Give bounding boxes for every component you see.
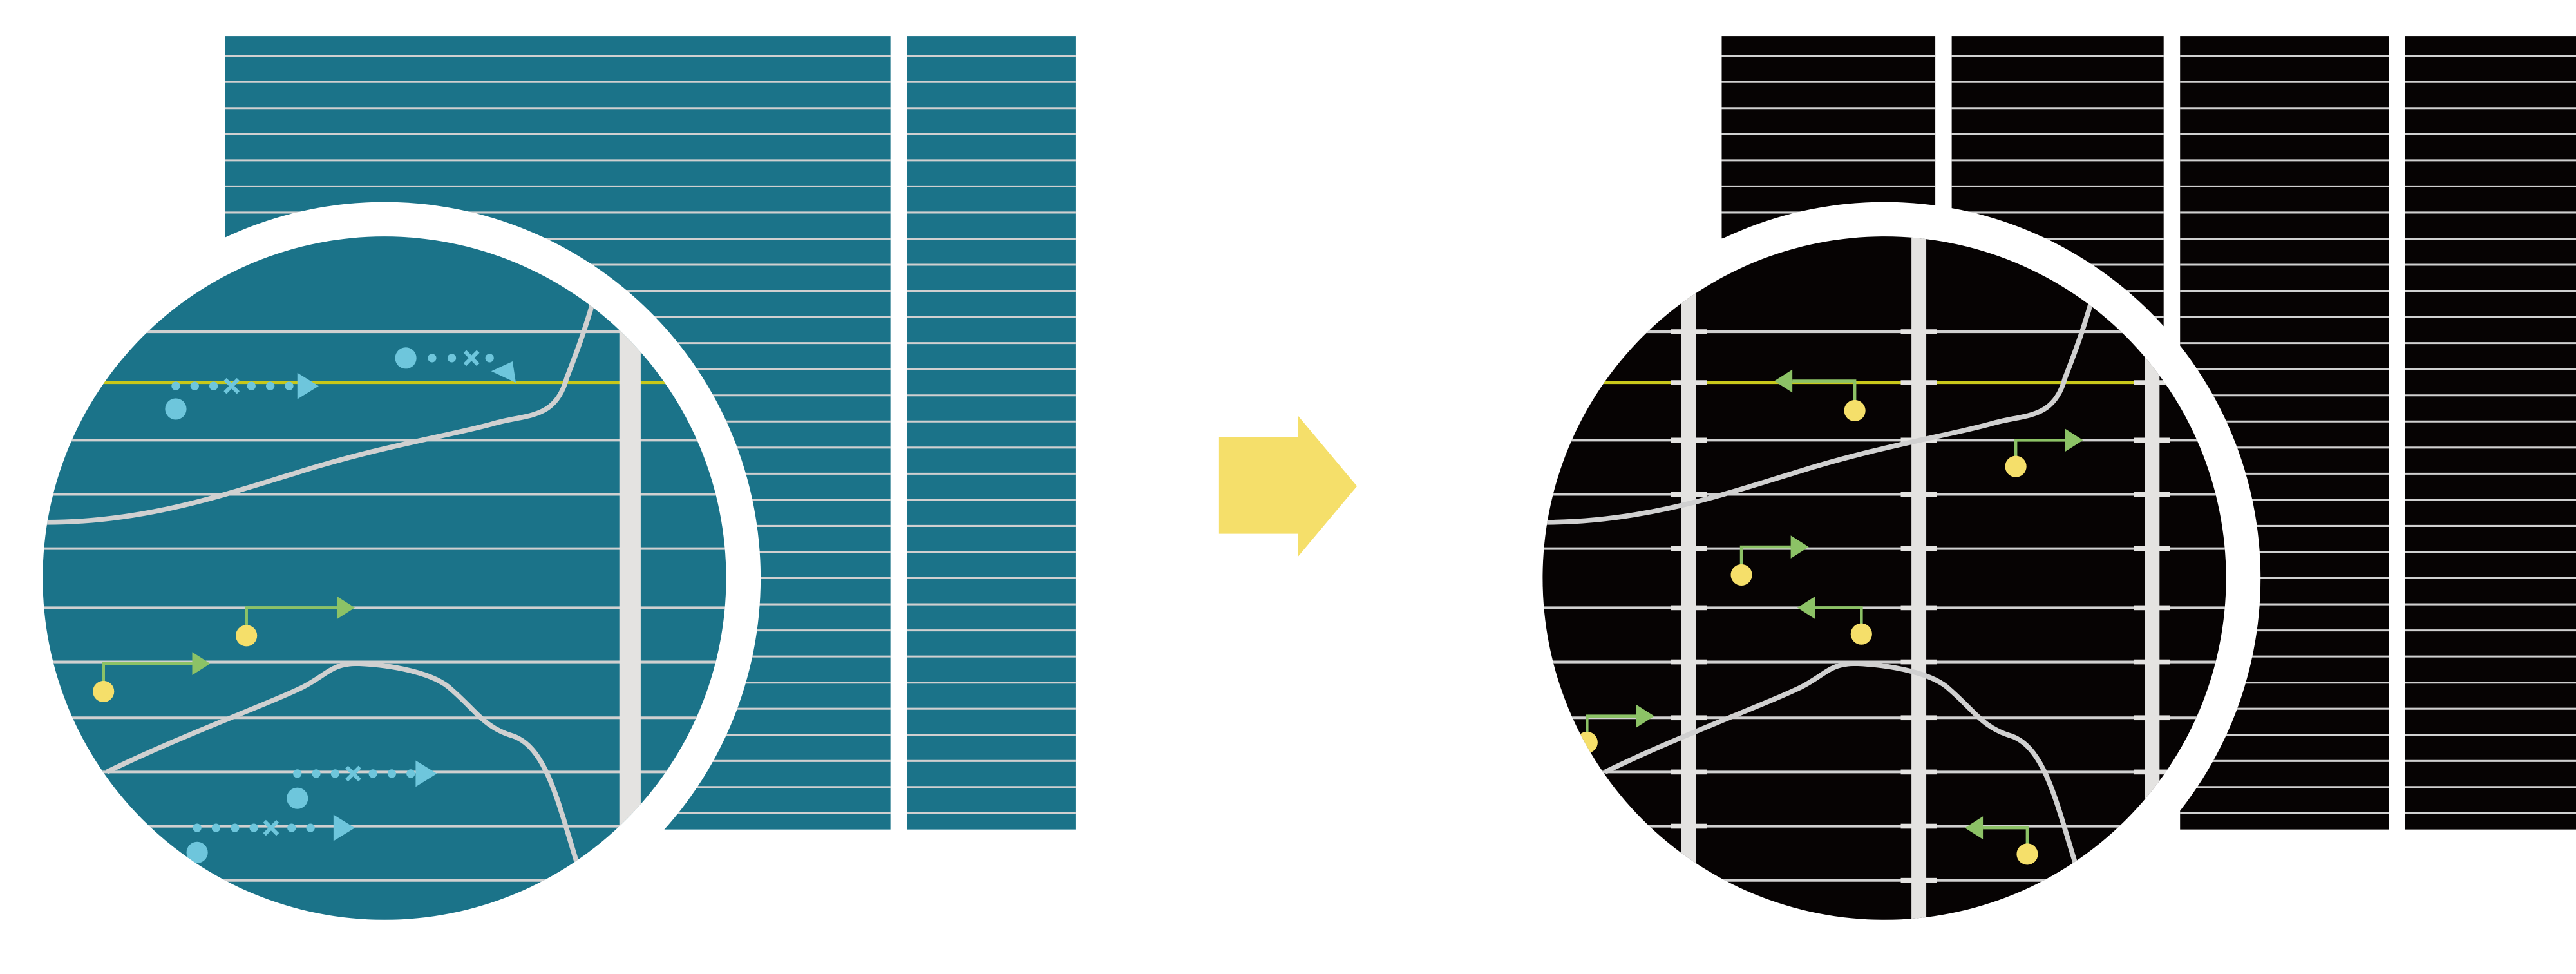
blue-x-icon	[345, 765, 361, 782]
magnified-background	[1542, 236, 2226, 920]
bar-tick	[1900, 769, 1937, 775]
blue-start-dot	[395, 347, 417, 369]
trajectory-curve	[1544, 294, 2096, 525]
bar-tick	[1900, 659, 1937, 665]
blue-x-icon	[463, 350, 480, 367]
blue-dot	[231, 823, 240, 832]
blue-start-dot	[186, 841, 208, 863]
bar-tick	[2134, 492, 2170, 497]
bar-tick	[2134, 546, 2170, 551]
bar-tick	[1900, 715, 1937, 721]
bar-tick	[1900, 380, 1937, 385]
yellow-dot	[2005, 455, 2027, 477]
blue-dot	[190, 381, 199, 390]
bar-tick	[2134, 437, 2170, 443]
blue-dot	[306, 823, 315, 832]
bar-tick	[1671, 659, 1707, 665]
bar-tick	[1671, 437, 1707, 443]
bar-tick	[1900, 546, 1937, 551]
vertical-bar	[2145, 236, 2160, 920]
panel-column	[907, 36, 1076, 830]
vertical-bar	[1911, 236, 1927, 920]
blue-arrow-icon	[333, 814, 355, 841]
blue-start-dot	[287, 787, 308, 809]
bar-tick	[2134, 605, 2170, 611]
blue-dot	[485, 354, 494, 363]
blue-arrow-icon	[491, 361, 516, 383]
green-arrow-icon	[1965, 816, 1984, 839]
trajectory-curve	[1604, 661, 2079, 868]
bar-tick	[1671, 823, 1707, 829]
yellow-dot	[1850, 623, 1872, 645]
blue-dot	[266, 381, 275, 390]
green-arrow-icon	[336, 596, 355, 620]
blue-dot	[406, 769, 415, 778]
blue-dot	[447, 354, 457, 363]
blue-dot	[312, 769, 321, 778]
vertical-bar	[619, 236, 641, 920]
bar-tick	[1671, 380, 1707, 385]
bar-tick	[1671, 492, 1707, 497]
right-arrow-icon	[1218, 415, 1358, 557]
blue-x-icon	[223, 377, 240, 394]
blue-start-dot	[165, 398, 187, 420]
yellow-dot	[1730, 564, 1752, 586]
green-arrow-icon	[2065, 428, 2083, 452]
right-magnified-view	[1542, 236, 2226, 920]
bar-tick	[2134, 380, 2170, 385]
green-arrow-icon	[1636, 704, 1654, 728]
bar-tick	[2134, 877, 2170, 883]
bar-tick	[1671, 329, 1707, 334]
blue-x-icon	[263, 819, 279, 836]
blue-arrow-icon	[297, 372, 319, 399]
yellow-dot	[93, 680, 115, 703]
bar-tick	[1900, 492, 1937, 497]
green-arrow-icon	[1797, 596, 1815, 620]
blue-dot	[285, 381, 294, 390]
blue-dot	[209, 381, 218, 390]
blue-dot	[249, 823, 258, 832]
left-magnified-view	[43, 236, 726, 920]
blue-dot	[171, 381, 180, 390]
bar-tick	[2134, 715, 2170, 721]
green-arrow-icon	[1790, 535, 1809, 559]
bar-tick	[1900, 877, 1937, 883]
trajectory-curve	[46, 294, 598, 525]
blue-dot	[293, 769, 302, 778]
green-arrow-icon	[192, 652, 211, 675]
yellow-dot	[1844, 399, 1866, 422]
panel-column	[2405, 36, 2576, 830]
blue-dot	[247, 381, 256, 390]
blue-dot	[368, 769, 377, 778]
blue-dot	[211, 823, 221, 832]
bar-tick	[2134, 659, 2170, 665]
bar-tick	[1900, 605, 1937, 611]
yellow-dot	[2016, 843, 2038, 865]
green-arrow-icon	[1774, 369, 1793, 393]
bar-tick	[1671, 769, 1707, 775]
yellow-dot	[236, 625, 258, 647]
magnified-background	[43, 236, 726, 920]
blue-dot	[428, 354, 437, 363]
bar-tick	[1671, 715, 1707, 721]
blue-dot	[387, 769, 397, 778]
bar-tick	[1671, 546, 1707, 551]
bar-tick	[1900, 823, 1937, 829]
blue-dot	[193, 823, 202, 832]
bar-tick	[1900, 329, 1937, 334]
bar-tick	[2134, 769, 2170, 775]
vertical-bar	[1681, 236, 1696, 920]
blue-dot	[287, 823, 296, 832]
blue-arrow-icon	[415, 760, 437, 787]
trajectory-curve	[106, 661, 581, 868]
bar-tick	[1671, 605, 1707, 611]
blue-dot	[330, 769, 340, 778]
